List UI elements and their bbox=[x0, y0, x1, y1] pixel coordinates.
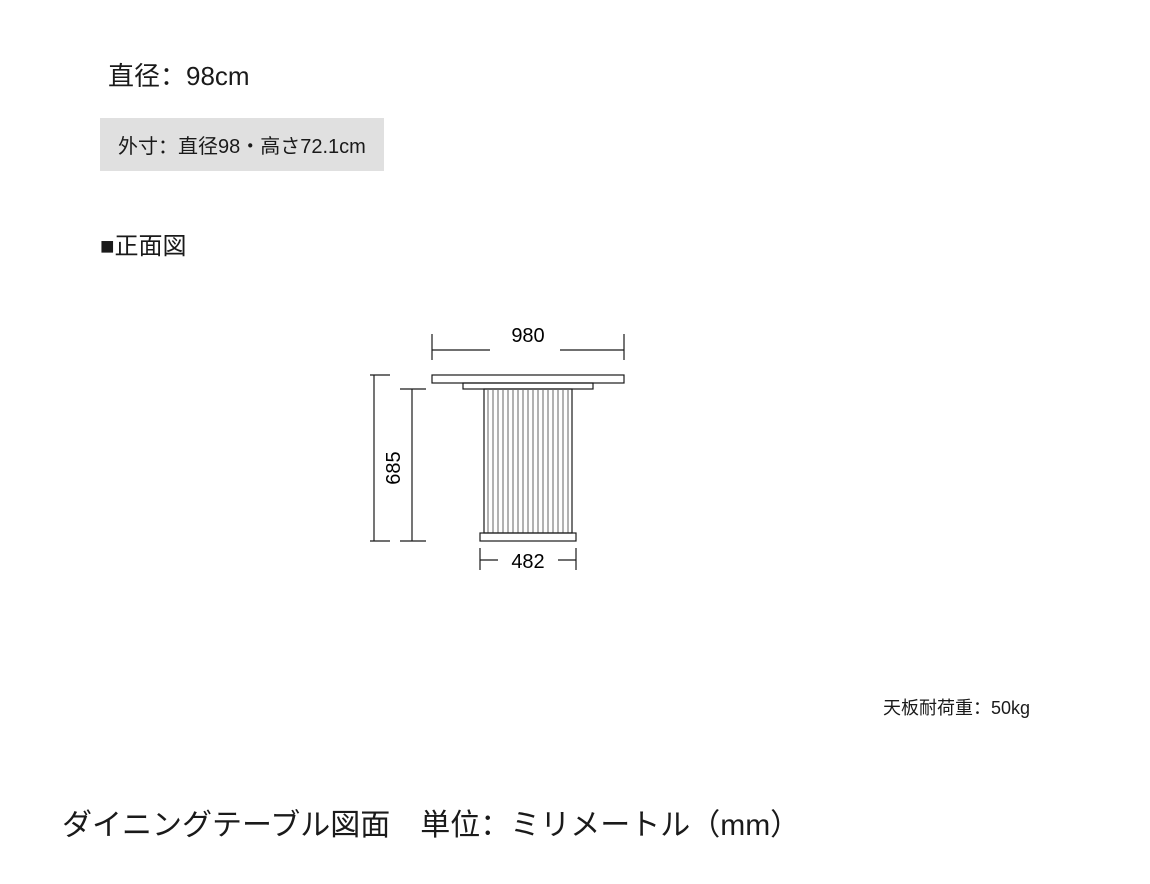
table-front-view-svg: 980 721 685 bbox=[370, 320, 670, 600]
dim-top-value: 980 bbox=[511, 325, 544, 347]
leg-column bbox=[484, 389, 572, 533]
load-spec: 天板耐荷重：50kg bbox=[883, 694, 1030, 720]
diameter-title: 直径：98cm bbox=[108, 56, 250, 93]
spec-box: 外寸：直径98・高さ72.1cm bbox=[100, 118, 384, 171]
front-view-drawing: 980 721 685 bbox=[370, 320, 670, 580]
dim-685-value: 685 bbox=[383, 451, 405, 484]
leg-ribs bbox=[488, 389, 568, 533]
dim-left-685: 685 bbox=[383, 389, 426, 541]
front-view-label: ■正面図 bbox=[100, 226, 187, 261]
tabletop bbox=[432, 375, 624, 389]
dim-482-value: 482 bbox=[511, 551, 544, 573]
dim-bottom-482: 482 bbox=[480, 548, 576, 573]
dim-top-980: 980 bbox=[432, 325, 624, 360]
base-plate bbox=[480, 533, 576, 541]
page-title: ダイニングテーブル図面 単位：ミリメートル（mm） bbox=[62, 800, 800, 844]
